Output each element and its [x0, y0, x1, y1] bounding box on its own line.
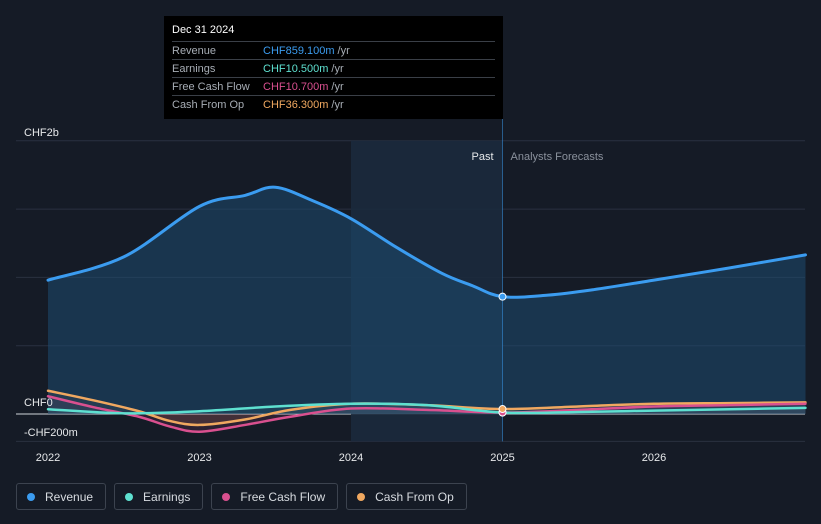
tooltip-row-earnings: Earnings CHF10.500m /yr: [172, 59, 495, 77]
legend-label: Revenue: [45, 489, 94, 504]
legend-item-earnings[interactable]: Earnings: [114, 483, 204, 510]
x-tick-label: 2024: [339, 452, 363, 464]
y-tick-zero: CHF0: [24, 397, 53, 409]
series-lines: [46, 185, 807, 434]
series-line-revenue: [46, 185, 807, 299]
legend-item-cash-from-op[interactable]: Cash From Op: [346, 483, 467, 510]
tooltip-value: CHF10.500m: [263, 62, 329, 75]
forecast-label: Analysts Forecasts: [511, 151, 604, 163]
legend-dot-icon: [27, 492, 35, 501]
tooltip-unit: /yr: [337, 44, 350, 57]
tooltip-label: Cash From Op: [172, 98, 245, 111]
legend-dot-icon: [125, 492, 134, 501]
y-tick-negative: -CHF200m: [24, 427, 78, 439]
x-axis-ticks: 2022 2023 2024 2025 2026: [36, 452, 666, 464]
x-tick-label: 2025: [490, 452, 514, 464]
x-tick-label: 2023: [187, 452, 211, 464]
series-line-free-cash-flow: [46, 394, 807, 434]
series-line-earnings: [46, 402, 807, 415]
legend-label: Cash From Op: [375, 489, 454, 504]
hover-markers: [498, 292, 507, 417]
tooltip-label: Revenue: [172, 44, 217, 57]
series-fill-free-cash-flow: [48, 396, 806, 432]
tooltip-label: Earnings: [172, 62, 216, 75]
tooltip-value: CHF859.100m: [263, 44, 335, 57]
tooltip-value: CHF10.700m: [263, 80, 329, 93]
past-label: Past: [471, 151, 493, 163]
y-tick-top: CHF2b: [24, 127, 59, 139]
tooltip-unit: /yr: [331, 98, 344, 111]
legend-item-revenue[interactable]: Revenue: [16, 483, 107, 510]
x-tick-label: 2022: [36, 452, 60, 464]
legend-dot-icon: [357, 492, 366, 501]
legend-dot-icon: [222, 492, 231, 501]
legend: Revenue Earnings Free Cash Flow Cash Fro…: [16, 483, 467, 510]
tooltip: Dec 31 2024 Revenue CHF859.100m /yr Earn…: [164, 16, 503, 119]
tooltip-row-free-cash-flow: Free Cash Flow CHF10.700m /yr: [172, 77, 495, 95]
legend-label: Earnings: [143, 489, 191, 504]
marker-revenue: [498, 292, 507, 301]
tooltip-unit: /yr: [331, 80, 344, 93]
x-tick-label: 2026: [642, 452, 666, 464]
tooltip-row-cash-from-op: Cash From Op CHF36.300m /yr: [172, 95, 495, 113]
series-fill-revenue: [48, 187, 806, 414]
legend-item-free-cash-flow[interactable]: Free Cash Flow: [211, 483, 339, 510]
tooltip-unit: /yr: [331, 62, 344, 75]
tooltip-value: CHF36.300m: [263, 98, 329, 111]
tooltip-label: Free Cash Flow: [172, 80, 250, 93]
tooltip-date: Dec 31 2024: [172, 24, 235, 36]
legend-label: Free Cash Flow: [240, 489, 326, 504]
marker-cash-from-op: [498, 405, 507, 414]
tooltip-row-revenue: Revenue CHF859.100m /yr: [172, 41, 495, 59]
